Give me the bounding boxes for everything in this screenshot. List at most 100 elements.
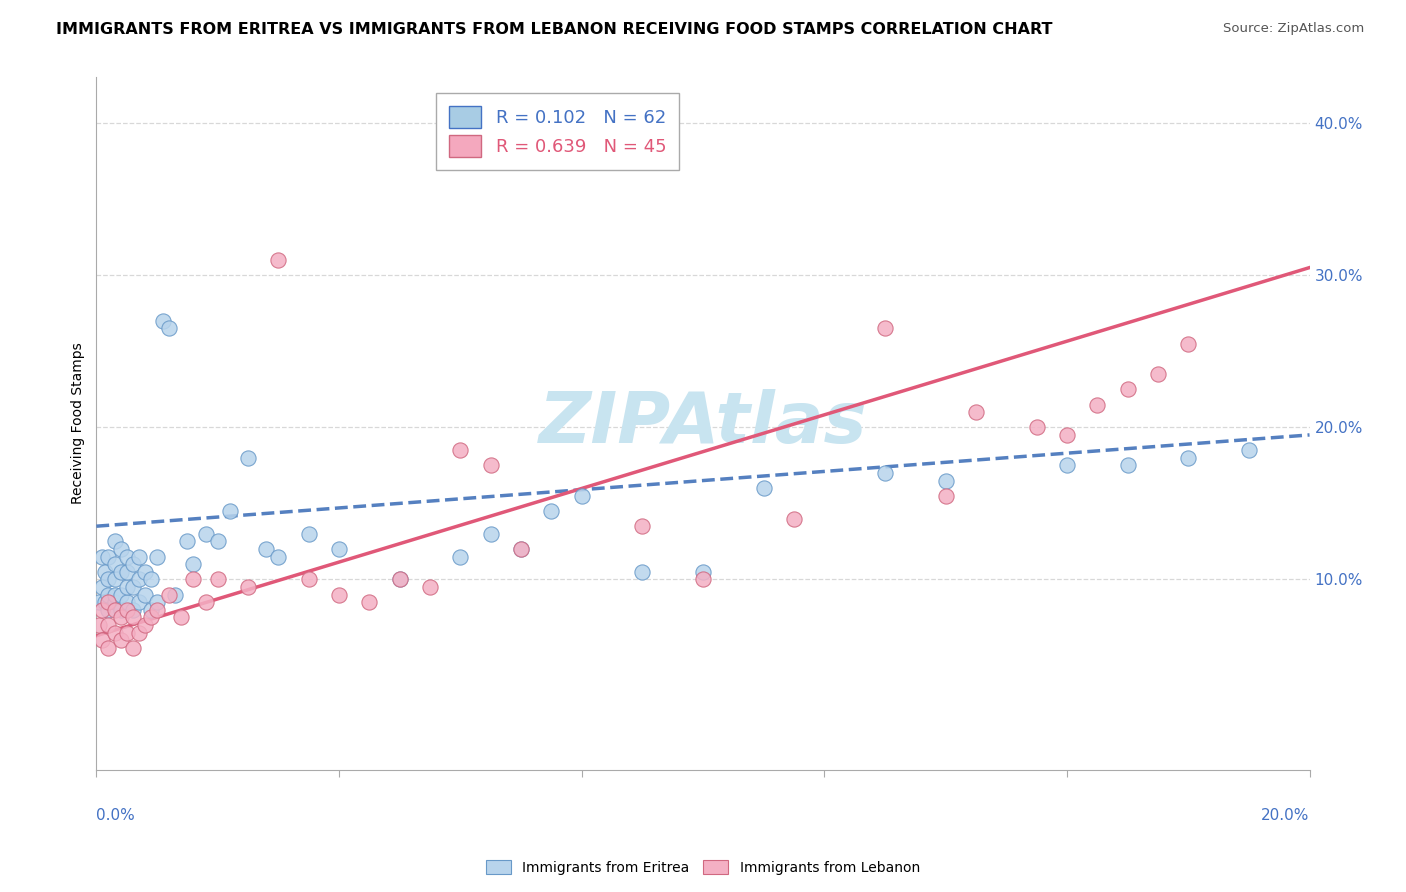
Point [298, 526, 321, 541]
Point [103, 573, 125, 587]
Point [1025, 420, 1047, 434]
Point [510, 541, 533, 556]
Point [873, 466, 896, 480]
Point [692, 573, 714, 587]
Point [97, 595, 120, 609]
Point [152, 314, 174, 328]
Point [146, 549, 169, 564]
Point [103, 625, 125, 640]
Legend: R = 0.102   N = 62, R = 0.639   N = 45: R = 0.102 N = 62, R = 0.639 N = 45 [436, 94, 679, 170]
Point [176, 534, 198, 549]
Point [267, 252, 290, 267]
Text: IMMIGRANTS FROM ERITREA VS IMMIGRANTS FROM LEBANON RECEIVING FOOD STAMPS CORRELA: IMMIGRANTS FROM ERITREA VS IMMIGRANTS FR… [56, 22, 1053, 37]
Text: 20.0%: 20.0% [1261, 808, 1309, 823]
Point [207, 573, 229, 587]
Point [97, 588, 120, 602]
Point [110, 588, 132, 602]
Point [1056, 428, 1078, 442]
Point [121, 558, 143, 572]
Point [128, 549, 150, 564]
Point [128, 573, 150, 587]
Point [134, 618, 156, 632]
Point [89, 618, 111, 632]
Point [146, 603, 169, 617]
Point [110, 565, 132, 579]
Point [692, 565, 714, 579]
Point [103, 534, 125, 549]
Point [965, 405, 987, 419]
Point [170, 610, 193, 624]
Point [1116, 382, 1139, 396]
Text: Source: ZipAtlas.com: Source: ZipAtlas.com [1223, 22, 1364, 36]
Text: ZIPAtlas: ZIPAtlas [538, 389, 868, 458]
Point [419, 580, 441, 594]
Point [128, 595, 150, 609]
Point [110, 541, 132, 556]
Point [97, 603, 120, 617]
Point [254, 541, 277, 556]
Point [783, 511, 806, 525]
Point [1116, 458, 1139, 473]
Point [115, 625, 138, 640]
Point [157, 321, 180, 335]
Point [449, 443, 471, 458]
Point [139, 603, 162, 617]
Point [103, 558, 125, 572]
Point [128, 625, 150, 640]
Point [103, 595, 125, 609]
Point [388, 573, 411, 587]
Point [134, 565, 156, 579]
Point [97, 573, 120, 587]
Point [97, 640, 120, 655]
Point [183, 558, 205, 572]
Point [449, 549, 471, 564]
Point [97, 549, 120, 564]
Point [935, 489, 957, 503]
Point [571, 489, 593, 503]
Point [115, 603, 138, 617]
Point [121, 610, 143, 624]
Point [359, 595, 381, 609]
Point [94, 595, 117, 609]
Point [115, 595, 138, 609]
Point [328, 588, 350, 602]
Point [121, 603, 143, 617]
Point [328, 541, 350, 556]
Text: 0.0%: 0.0% [97, 808, 135, 823]
Point [873, 321, 896, 335]
Point [97, 618, 120, 632]
Point [298, 573, 321, 587]
Point [479, 526, 502, 541]
Point [1237, 443, 1260, 458]
Point [236, 450, 259, 465]
Point [91, 603, 114, 617]
Y-axis label: Receiving Food Stamps: Receiving Food Stamps [72, 343, 86, 504]
Point [89, 595, 111, 609]
Point [935, 474, 957, 488]
Point [110, 603, 132, 617]
Point [236, 580, 259, 594]
Point [218, 504, 240, 518]
Point [510, 541, 533, 556]
Point [157, 588, 180, 602]
Point [165, 588, 187, 602]
Point [1085, 397, 1108, 411]
Point [631, 519, 654, 533]
Point [388, 573, 411, 587]
Legend: Immigrants from Eritrea, Immigrants from Lebanon: Immigrants from Eritrea, Immigrants from… [481, 855, 925, 880]
Point [110, 633, 132, 648]
Point [631, 565, 654, 579]
Point [183, 573, 205, 587]
Point [115, 580, 138, 594]
Point [91, 549, 114, 564]
Point [103, 588, 125, 602]
Point [1177, 336, 1199, 351]
Point [479, 458, 502, 473]
Point [1177, 450, 1199, 465]
Point [1056, 458, 1078, 473]
Point [540, 504, 562, 518]
Point [146, 595, 169, 609]
Point [207, 534, 229, 549]
Point [115, 549, 138, 564]
Point [91, 580, 114, 594]
